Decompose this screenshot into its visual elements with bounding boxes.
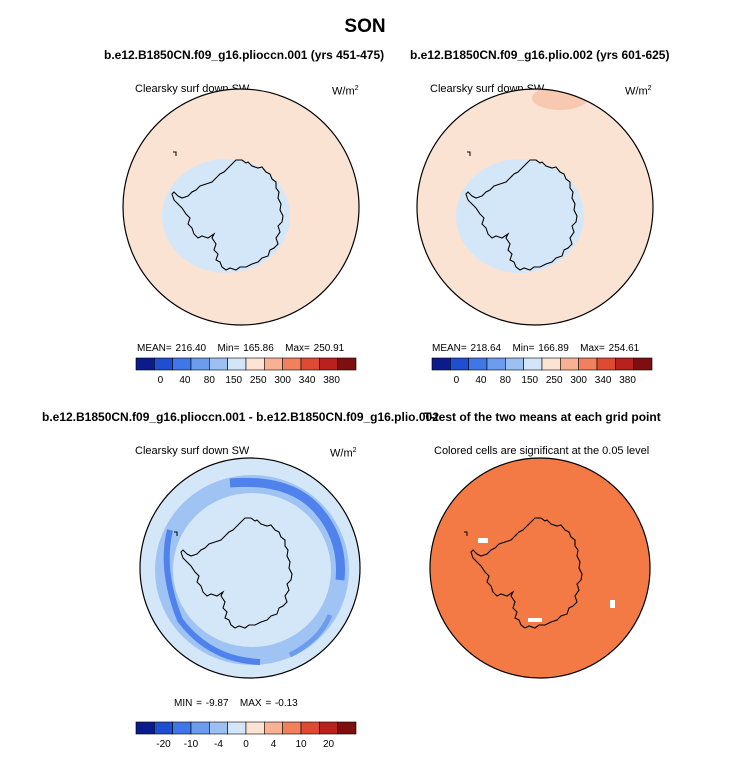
panel1-title: b.e12.B1850CN.f09_g16.plioccn.001 (yrs 4…	[104, 48, 385, 62]
panel1-colorbar: 0 40 80 150 250 300 340 380	[135, 357, 357, 386]
panel2-colorbar-label: 380	[619, 375, 636, 386]
panel3-colorbar-box	[337, 721, 357, 735]
panel3-colorbar-label: 20	[323, 739, 335, 750]
panel2-colorbar-label: 300	[570, 375, 587, 386]
panel2-colorbar-box	[486, 357, 506, 371]
panel3-colorbar-box	[282, 721, 302, 735]
panel3-colorbar-label: 10	[295, 739, 307, 750]
panel4-map-border	[429, 457, 651, 679]
panel2-colorbar-label: 340	[595, 375, 612, 386]
panel3-colorbar-box	[209, 721, 228, 735]
panel2-antarctic-fill	[456, 159, 584, 273]
panel1-stats: MEAN= 216.40 Min= 165.86 Max= 250.91	[137, 343, 345, 354]
panel2-map	[416, 88, 654, 326]
panel2-colorbar-box	[560, 357, 579, 371]
panel2-island	[467, 151, 471, 156]
panel3-map	[139, 457, 361, 679]
panel1-colorbar-box	[282, 357, 302, 371]
panel3-title: b.e12.B1850CN.f09_g16.plioccn.001 - b.e1…	[42, 410, 439, 424]
panel4-nonsignificant-cell	[528, 618, 542, 622]
panel1-colorbar-box	[135, 357, 155, 371]
panel2-map-border	[416, 88, 654, 326]
panel2-colorbar-label: 250	[546, 375, 563, 386]
panel3-colorbar-box	[245, 721, 265, 735]
panel1-colorbar-box	[190, 357, 210, 371]
panel2-colorbar-label: 150	[521, 375, 538, 386]
panel1-colorbar-box	[264, 357, 283, 371]
panel2-colorbar-box	[468, 357, 488, 371]
panel2-colorbar-box	[541, 357, 561, 371]
panel3-colorbar-box	[227, 721, 247, 735]
panel1-map-border	[122, 88, 360, 326]
panel3-variable-label: Clearsky surf down SW	[135, 445, 250, 457]
panel3-colorbar-box	[154, 721, 173, 735]
panel1-colorbar-box	[172, 357, 192, 371]
panel1-colorbar-label: 150	[225, 375, 242, 386]
panel3-colorbar-box	[190, 721, 210, 735]
panel1-colorbar-label: 300	[274, 375, 291, 386]
panel3-colorbar-box	[264, 721, 283, 735]
panel4-nonsignificant-cell	[610, 600, 615, 608]
panel2-stats: MEAN= 218.64 Min= 166.89 Max= 254.61	[432, 343, 640, 354]
panel1-colorbar-box	[337, 357, 357, 371]
panel1-colorbar-box	[245, 357, 265, 371]
panel1-colorbar-label: 80	[204, 375, 216, 386]
panel3-colorbar-label: 0	[243, 739, 249, 750]
panel3-strong-band-east	[229, 477, 346, 581]
figure-title: SON	[344, 16, 386, 37]
panel1-map	[122, 88, 360, 326]
panel1-colorbar-label: 250	[250, 375, 267, 386]
panel2-colorbar-box	[615, 357, 634, 371]
panel1-colorbar-box	[154, 357, 173, 371]
panel3-colorbar-label: -10	[184, 739, 199, 750]
panel3-colorbar-label: 4	[271, 739, 277, 750]
panel3-colorbar-box	[172, 721, 192, 735]
panel4-title: T-test of the two means at each grid poi…	[424, 410, 661, 424]
panel3-colorbar-box	[319, 721, 338, 735]
panel2-colorbar-label: 0	[454, 375, 460, 386]
panel3-island	[174, 531, 178, 536]
panel4-significance-fill	[430, 458, 650, 678]
panel3-stats: MIN = -9.87 MAX = -0.13	[174, 698, 298, 709]
panel2-colorbar-box	[578, 357, 598, 371]
panel3-colorbar-box	[300, 721, 320, 735]
panel2-colorbar-box	[596, 357, 616, 371]
panel1-colorbar-label: 380	[323, 375, 340, 386]
panel1-colorbar-label: 0	[158, 375, 164, 386]
panel3-units: W/m2	[330, 447, 357, 460]
panel1-colorbar-box	[227, 357, 247, 371]
panel1-colorbar-label: 40	[179, 375, 191, 386]
panel1-colorbar-box	[209, 357, 228, 371]
panel3-strong-band-south	[288, 614, 333, 658]
panel2-units: W/m2	[625, 85, 652, 98]
panel1-colorbar-box	[300, 357, 320, 371]
panel2-colorbar-box	[431, 357, 451, 371]
panel2-colorbar-box	[523, 357, 543, 371]
panel1-island	[173, 151, 177, 156]
panel1-antarctic-fill	[162, 159, 290, 273]
panel3-colorbar: -20 -10 -4 0 4 10 20	[135, 721, 357, 750]
panel4-nonsignificant-cell	[478, 538, 488, 543]
panel2-colorbar-box	[633, 357, 653, 371]
panel1-colorbar-box	[319, 357, 338, 371]
panel1-colorbar-label: 340	[299, 375, 316, 386]
panel3-map-border	[139, 457, 361, 679]
panel3-colorbar-label: -20	[156, 739, 171, 750]
panel1-units: W/m2	[332, 85, 359, 98]
panel4-map	[429, 457, 651, 679]
panel2-colorbar-label: 80	[500, 375, 512, 386]
panel3-colorbar-box	[135, 721, 155, 735]
panel2-colorbar: 0 40 80 150 250 300 340 380	[431, 357, 653, 386]
panel3-strong-band-west	[163, 529, 261, 665]
panel2-colorbar-label: 40	[475, 375, 487, 386]
panel2-colorbar-box	[450, 357, 469, 371]
panel3-colorbar-label: -4	[214, 739, 223, 750]
panel2-title: b.e12.B1850CN.f09_g16.plio.002 (yrs 601-…	[410, 48, 670, 62]
panel4-island	[464, 531, 468, 536]
panel4-variable-label: Colored cells are significant at the 0.0…	[434, 445, 650, 457]
panel2-colorbar-box	[505, 357, 524, 371]
